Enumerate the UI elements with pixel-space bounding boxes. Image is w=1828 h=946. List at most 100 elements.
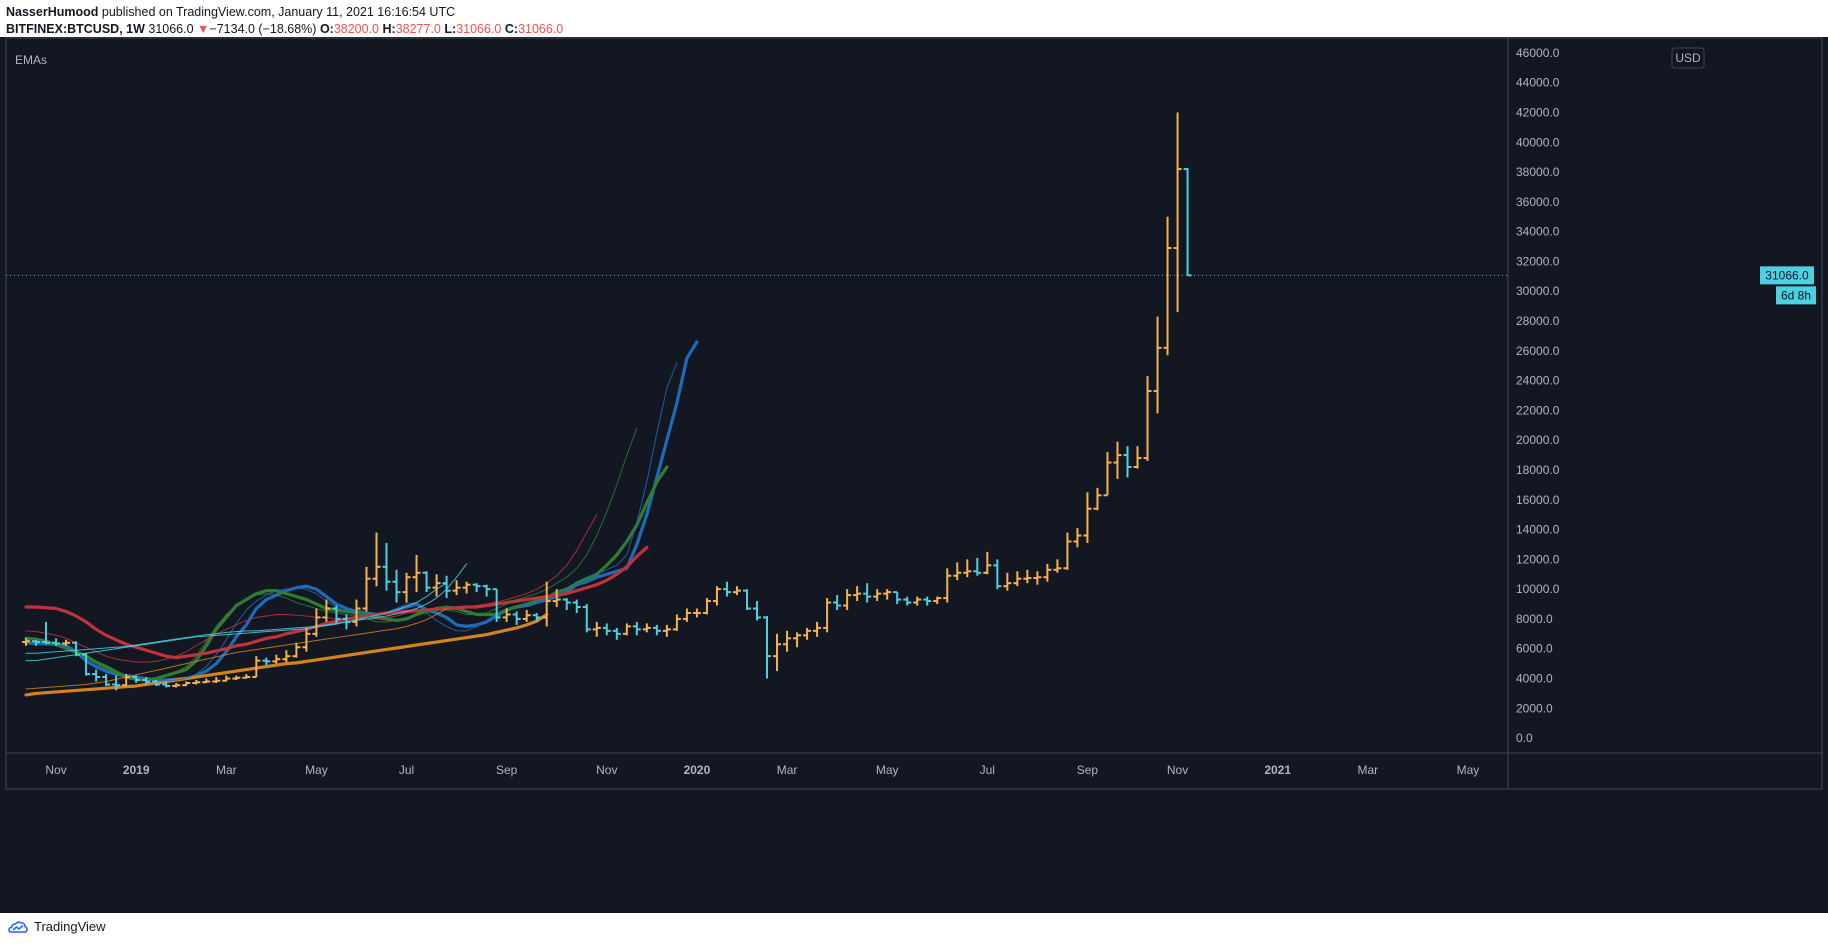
ohlc-bar [352,599,361,627]
currency-badge-box[interactable] [1671,47,1705,69]
footer-brand-label: TradingView [34,919,106,934]
price-axis-tick-label: 12000.0 [1516,552,1560,566]
time-axis-tick-label: Nov [596,763,617,777]
ema-line [24,612,549,697]
close-label: C: [504,22,519,36]
ohlc-bar [1103,452,1112,497]
time-axis-tick-label: 2020 [684,763,711,777]
time-axis-tick-label: Sep [496,763,518,777]
ohlc-bar [1063,532,1072,570]
ohlc-bar [953,562,962,581]
ohlc-bar [472,583,481,593]
ohlc-bar [722,581,731,597]
price-axis-tick-label: 28000.0 [1516,314,1560,328]
ohlc-bar [712,586,721,606]
ohlc-bar [1003,572,1012,591]
ohlc-bar [632,621,641,636]
ohlc-bar [1143,376,1152,462]
time-axis-tick-label: May [1457,763,1480,777]
chart-header: NasserHumood published on TradingView.co… [6,4,563,38]
time-axis-tick-label: Nov [45,763,66,777]
ohlc-bar [372,532,381,587]
high-label: H: [382,22,396,36]
symbol-label: BITFINEX:BTCUSD, 1W [6,22,145,36]
time-axis-tick-label: Nov [1167,763,1188,777]
author-name[interactable]: NasserHumood [6,5,99,19]
ohlc-bar [432,574,441,597]
currency-badge[interactable]: USD [1675,51,1701,65]
ohlc-bar [742,589,751,610]
ohlc-bar [913,596,922,606]
tradingview-logo-icon [8,920,28,933]
ohlc-bar [823,598,832,633]
time-axis-tick-label: Mar [777,763,798,777]
ohlc-bar [933,596,942,605]
ohlc-bar [322,599,331,622]
price-axis[interactable]: 0.0 2000.0 4000.0 6000.0 8000.0 10000.0 12000.… [1516,46,1560,745]
ohlc-bar [502,608,511,622]
ohlc-bar [622,623,631,636]
time-axis-tick-label: May [305,763,328,777]
price-axis-tick-label: 14000.0 [1516,523,1560,537]
ohlc-bar [262,657,271,666]
ohlc-bar [482,584,491,597]
ohlc-bar [1133,446,1142,469]
ohlc-bar [873,589,882,602]
ohlc-bar [462,581,471,594]
ohlc-bar [52,638,61,646]
price-axis-tick-label: 20000.0 [1516,433,1560,447]
ohlc-bar [863,583,872,603]
time-axis-tick-label: Jul [399,763,414,777]
time-axis-tick-label: May [876,763,899,777]
high-value: 38277.0 [395,22,441,36]
ohlc-bar [312,608,321,637]
ohlc-bar [652,624,661,636]
ohlc-bar [1043,563,1052,582]
ohlc-bar [72,641,81,657]
ohlc-bar [122,674,131,687]
ohlc-bar [793,632,802,648]
ohlc-bar [1073,528,1082,548]
ohlc-bar [552,589,561,608]
ohlc-bar [1113,441,1122,479]
last-price-tag: 31066.0 [1765,268,1809,282]
price-axis-tick-label: 16000.0 [1516,493,1560,507]
time-axis[interactable]: Nov 2019 Mar May Jul Sep Nov 2020 Mar May Jul Sep No… [45,763,1479,777]
ohlc-bar [1173,112,1182,313]
price-axis-tick-label: 6000.0 [1516,642,1553,656]
ohlc-bar [272,654,281,664]
price-axis-tick-label: 24000.0 [1516,374,1560,388]
ema-line [25,608,448,690]
close-value: 31066.0 [518,22,564,36]
ema-lines [24,340,699,697]
ohlc-bar [152,680,161,686]
ohlc-bar [132,675,141,683]
time-axis-tick-label: 2021 [1264,763,1291,777]
price-axis-tick-label: 32000.0 [1516,254,1560,268]
ohlc-bar [943,568,952,603]
price-axis-tick-label: 34000.0 [1516,225,1560,239]
ohlc-bar [682,608,691,622]
price-axis-tick-label: 44000.0 [1516,76,1560,90]
ohlc-bar [92,669,101,682]
ohlc-bar [252,656,261,679]
price-axis-tick-label: 42000.0 [1516,105,1560,119]
ohlc-bar [773,633,782,672]
ohlc-bar [362,566,371,612]
ohlc-bars [22,112,1192,691]
ohlc-bar [1163,216,1172,356]
ohlc-bar [753,601,761,621]
ohlc-bar [642,623,651,633]
ohlc-bar [1053,559,1062,573]
indicator-legend[interactable]: EMAs [15,53,47,67]
price-axis-tick-label: 4000.0 [1516,672,1553,686]
ohlc-bar [142,677,151,685]
ohlc-bar [212,677,221,683]
ohlc-bar [62,639,71,646]
change-value: −7134.0 (−18.68%) [209,22,317,36]
ohlc-bar [843,589,852,610]
price-axis-tick-label: 46000.0 [1516,46,1560,60]
footer-brand[interactable]: TradingView [8,919,106,934]
open-label: O: [319,22,334,36]
